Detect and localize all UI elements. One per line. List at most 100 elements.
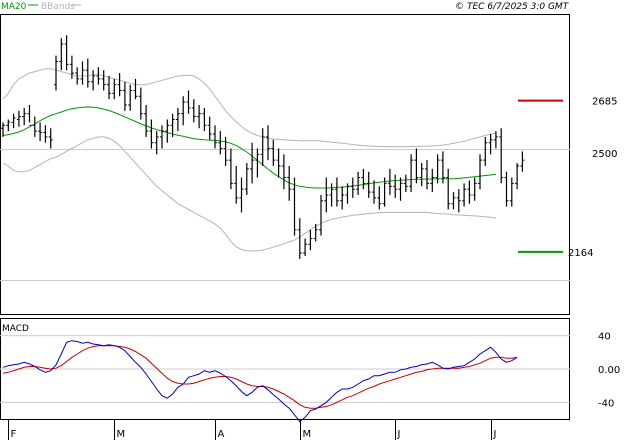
ohlc-bar <box>255 148 260 178</box>
ohlc-bar <box>451 192 456 210</box>
ohlc-bar <box>85 58 90 88</box>
ohlc-bar <box>160 125 164 149</box>
ohlc-bar <box>202 107 207 132</box>
ohlc-bar <box>27 104 32 126</box>
bbands-lower-line <box>2 136 496 252</box>
ohlc-bar <box>398 177 403 201</box>
ohlc-bar <box>409 154 414 193</box>
ohlc-bar <box>144 104 149 137</box>
ohlc-bar <box>128 84 133 111</box>
ohlc-bar <box>101 70 106 91</box>
month-label: M <box>303 429 312 440</box>
price-bars <box>1 35 525 259</box>
ohlc-bar <box>372 180 376 204</box>
ohlc-bar <box>266 125 270 161</box>
ohlc-bar <box>234 165 239 204</box>
ohlc-bar <box>1 122 5 137</box>
ohlc-bar <box>313 224 318 242</box>
ohlc-bar <box>138 87 143 120</box>
ohlc-bar <box>260 128 265 166</box>
ohlc-bar <box>64 35 69 71</box>
month-label: A <box>218 429 225 440</box>
ohlc-bar <box>509 177 514 207</box>
ohlc-bar <box>414 148 419 184</box>
ohlc-bar <box>170 113 175 137</box>
ohlc-bar <box>271 139 276 166</box>
ohlc-bar <box>165 119 170 143</box>
ohlc-bar <box>446 168 451 210</box>
ohlc-bar <box>228 148 233 190</box>
ohlc-bar <box>303 238 308 256</box>
ohlc-bar <box>472 177 477 201</box>
ohlc-bar <box>493 131 498 149</box>
month-label: M <box>117 429 126 440</box>
ohlc-bar <box>435 154 440 184</box>
ohlc-bar <box>350 177 355 198</box>
ohlc-bar <box>80 61 85 85</box>
ohlc-bar <box>340 186 345 210</box>
ohlc-bar <box>324 177 329 213</box>
ohlc-bar <box>356 171 361 195</box>
ohlc-bar <box>239 177 244 213</box>
ohlc-bar <box>91 70 96 91</box>
ohlc-bar <box>197 104 202 129</box>
ohlc-bar <box>250 142 255 184</box>
ohlc-bar <box>456 189 461 213</box>
ohlc-bar <box>478 154 482 190</box>
ohlc-bar <box>292 177 297 236</box>
macd-series <box>2 340 518 423</box>
ohlc-bar <box>488 134 493 155</box>
bollinger-bands <box>2 68 496 252</box>
ohlc-bar <box>6 119 11 132</box>
ohlc-bar <box>319 194 323 236</box>
ohlc-bar <box>154 131 159 155</box>
bbands-upper-line <box>2 68 496 148</box>
source-timestamp: TEC 6/7/2025 3:0 GMT <box>467 2 570 12</box>
ohlc-bar <box>38 122 43 142</box>
ohlc-bar <box>133 78 138 100</box>
macd-tick-label: -40 <box>598 398 614 409</box>
ohlc-bar <box>59 38 64 71</box>
ohlc-bar <box>361 168 366 190</box>
ma20-legend-label: MA20 <box>1 2 27 12</box>
month-label: J <box>397 429 401 440</box>
copyright-symbol: © <box>455 2 464 12</box>
ohlc-bar <box>387 168 392 195</box>
ohlc-bar <box>69 55 74 79</box>
ohlc-bar <box>345 183 350 204</box>
ohlc-bar <box>207 116 212 140</box>
macd-tick-label: 40 <box>598 332 611 343</box>
macd-tick-label: 0.00 <box>598 365 620 376</box>
ohlc-bar <box>430 168 435 193</box>
ma20-line <box>2 106 496 189</box>
ohlc-bar <box>462 183 467 207</box>
ohlc-bar <box>366 171 371 198</box>
ohlc-bar <box>297 218 302 259</box>
resistance-label: 2685 <box>592 97 617 108</box>
ohlc-bar <box>175 107 180 132</box>
ohlc-bar <box>96 67 101 85</box>
ohlc-bar <box>149 119 154 149</box>
ohlc-bar <box>276 148 281 178</box>
macd-tick-labels: 40 0.00 -40 <box>598 332 620 410</box>
month-label: J <box>493 429 497 440</box>
ohlc-bar <box>181 96 186 126</box>
price-panel-frame <box>0 14 570 315</box>
ohlc-bar <box>32 116 37 137</box>
ohlc-bar <box>520 151 525 172</box>
ohlc-bar <box>54 55 58 91</box>
ohlc-bar <box>403 174 408 193</box>
ohlc-bar <box>22 107 27 126</box>
ohlc-bar <box>377 186 382 210</box>
y-tick-label-2500: 2500 <box>592 149 617 160</box>
ohlc-bar <box>48 128 53 149</box>
ohlc-bar <box>382 177 387 207</box>
ohlc-bar <box>244 163 249 195</box>
ohlc-bar <box>16 110 21 127</box>
ohlc-bar <box>191 99 196 123</box>
bbands-legend-label: BBands <box>41 2 75 12</box>
ohlc-bar <box>287 165 292 201</box>
ohlc-bar <box>107 75 111 100</box>
